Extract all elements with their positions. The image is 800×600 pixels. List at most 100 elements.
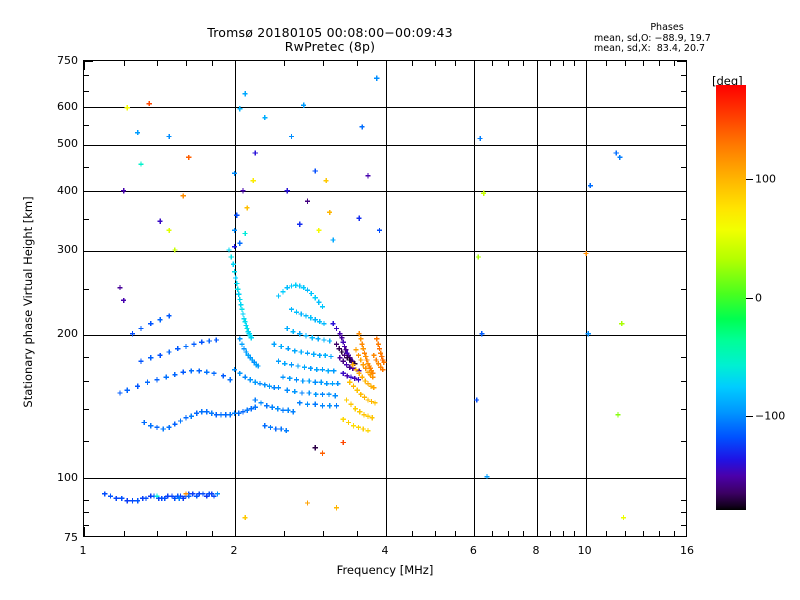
colorbar-gradient xyxy=(716,85,746,510)
scatter-point xyxy=(200,491,206,497)
scatter-point xyxy=(336,346,342,352)
scatter-point xyxy=(315,336,321,342)
scatter-point xyxy=(288,283,295,289)
scatter-point xyxy=(474,397,480,403)
y-axis-tick xyxy=(681,441,686,442)
scatter-point xyxy=(166,424,172,430)
scatter-point xyxy=(262,115,268,121)
scatter-point xyxy=(323,178,329,184)
gridline-vertical xyxy=(537,61,538,536)
scatter-point xyxy=(347,364,353,370)
scatter-point xyxy=(227,412,233,418)
scatter-point xyxy=(211,370,217,376)
y-axis-tick xyxy=(84,500,89,501)
scatter-point xyxy=(479,331,485,337)
x-axis-tick xyxy=(84,527,85,536)
scatter-point xyxy=(241,346,247,352)
scatter-point xyxy=(312,445,318,451)
scatter-point xyxy=(375,341,381,347)
scatter-point xyxy=(226,247,232,253)
scatter-point xyxy=(363,365,369,371)
scatter-point xyxy=(166,349,172,355)
x-axis-tick xyxy=(563,61,564,66)
scatter-point xyxy=(348,401,354,407)
scatter-point xyxy=(343,397,350,403)
x-axis-tick xyxy=(574,61,575,66)
scatter-point xyxy=(243,322,249,329)
colorbar-tick-label: 0 xyxy=(755,291,762,305)
x-axis-tick-label: 16 xyxy=(680,544,694,557)
scatter-point xyxy=(271,384,277,391)
scatter-point xyxy=(347,379,353,385)
gridline-vertical xyxy=(586,61,587,536)
scatter-point xyxy=(280,374,286,380)
scatter-point xyxy=(304,350,311,356)
scatter-point xyxy=(354,387,360,393)
scatter-point xyxy=(301,285,307,291)
scatter-point xyxy=(239,341,245,347)
scatter-point xyxy=(284,285,290,291)
scatter-point xyxy=(304,500,311,506)
scatter-point xyxy=(293,377,300,383)
scatter-point xyxy=(361,350,368,356)
colorbar-tick xyxy=(746,416,753,417)
x-axis-title: Frequency [MHz] xyxy=(336,563,434,577)
scatter-point xyxy=(321,321,327,327)
gridline-vertical xyxy=(386,61,387,536)
scatter-point xyxy=(218,412,224,418)
x-axis-tick xyxy=(455,61,456,66)
scatter-point xyxy=(269,404,275,410)
x-axis-tick-labels: 1 2 4 6 8 10 16 xyxy=(0,545,800,561)
scatter-point xyxy=(284,188,290,194)
scatter-point xyxy=(314,367,320,373)
scatter-point xyxy=(199,339,205,345)
scatter-point xyxy=(293,309,300,315)
x-axis-tick xyxy=(284,531,285,536)
scatter-point xyxy=(244,205,250,211)
scatter-point xyxy=(619,321,625,327)
scatter-point xyxy=(252,379,258,385)
scatter-point xyxy=(183,491,189,497)
scatter-point xyxy=(262,382,268,388)
scatter-point xyxy=(166,227,172,233)
scatter-point xyxy=(339,349,345,355)
scatter-point xyxy=(360,346,366,352)
y-axis-tick xyxy=(681,289,686,290)
scatter-point xyxy=(312,295,318,301)
scatter-point xyxy=(330,237,336,243)
scatter-point xyxy=(356,331,362,337)
scatter-point xyxy=(160,426,166,432)
x-axis-tick xyxy=(474,61,475,70)
x-axis-tick xyxy=(186,61,187,66)
x-axis-tick xyxy=(643,61,644,66)
x-axis-tick xyxy=(235,61,236,70)
y-axis-tick xyxy=(681,381,686,382)
gridline-horizontal xyxy=(84,478,686,479)
scatter-point xyxy=(312,379,318,385)
scatter-point xyxy=(359,374,365,380)
y-axis-tick xyxy=(677,145,686,146)
scatter-point xyxy=(242,515,248,521)
scatter-point xyxy=(172,372,178,378)
scatter-point xyxy=(188,413,195,419)
scatter-point xyxy=(375,360,381,367)
scatter-point xyxy=(361,394,368,400)
scatter-point xyxy=(365,397,371,403)
scatter-point xyxy=(287,375,293,382)
y-axis-tick xyxy=(84,91,89,92)
scatter-point xyxy=(237,370,243,376)
gridline-horizontal xyxy=(84,107,686,108)
plot-area xyxy=(83,60,687,537)
scatter-point xyxy=(350,423,357,429)
gridline-vertical xyxy=(235,61,236,536)
scatter-point xyxy=(172,421,178,427)
scatter-point xyxy=(311,351,317,357)
x-axis-tick xyxy=(537,527,538,536)
scatter-point xyxy=(282,360,288,367)
scatter-point xyxy=(275,358,282,364)
scatter-point xyxy=(340,416,346,422)
x-axis-tick xyxy=(523,531,524,536)
scatter-point xyxy=(352,406,358,412)
y-axis-tick xyxy=(84,75,89,76)
scatter-point xyxy=(194,410,200,416)
